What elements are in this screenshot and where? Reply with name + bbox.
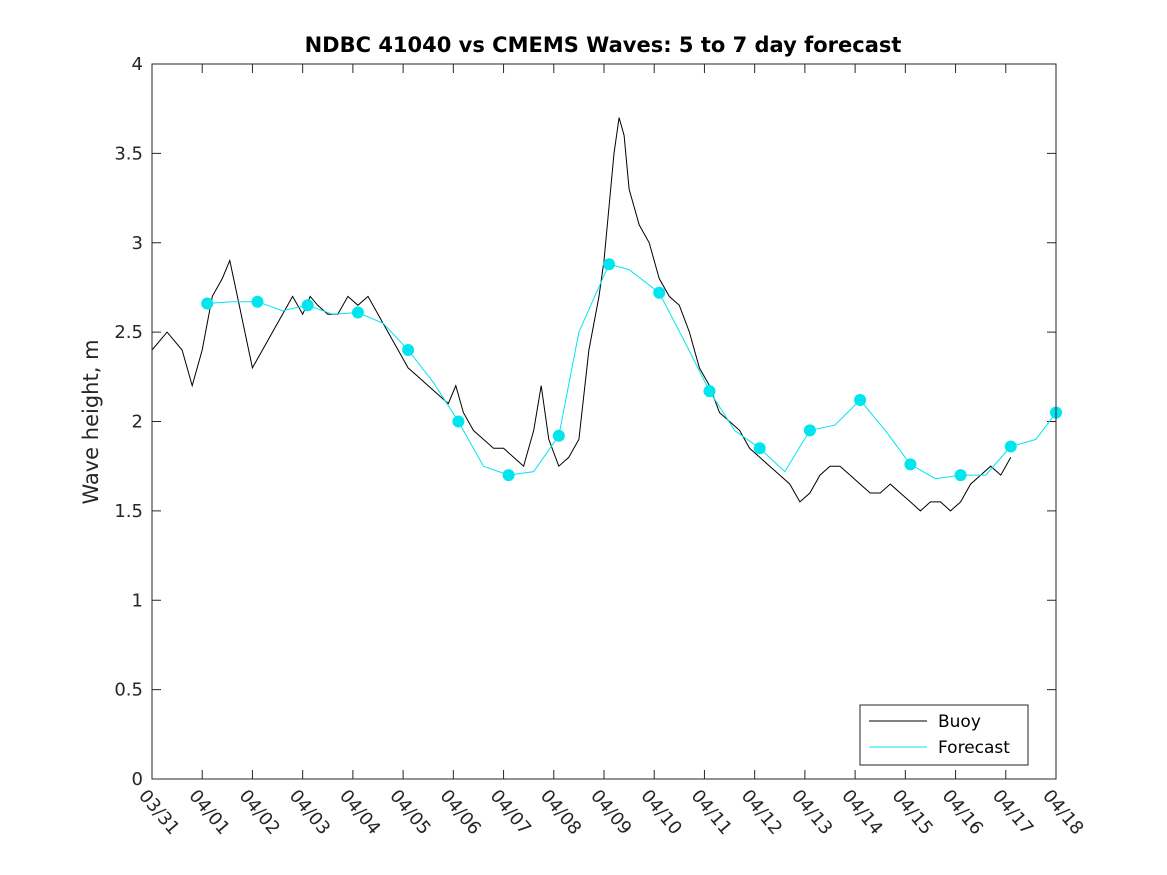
forecast-point xyxy=(753,442,766,455)
legend: Buoy Forecast xyxy=(859,704,1029,766)
forecast-point xyxy=(603,258,615,271)
legend-box xyxy=(859,704,1029,766)
y-tick-label: 1 xyxy=(132,590,143,611)
forecast-point xyxy=(1004,440,1017,453)
y-axis-ticks: 0 0.5 1 1.5 2 2.5 3 3.5 4 xyxy=(114,54,1056,790)
y-tick-label: 3 xyxy=(132,233,143,254)
forecast-point xyxy=(904,458,917,471)
series-layer xyxy=(151,117,1062,512)
forecast-point xyxy=(703,385,716,398)
forecast-point xyxy=(351,306,364,319)
forecast-point xyxy=(201,297,214,310)
chart-title: NDBC 41040 vs CMEMS Waves: 5 to 7 day fo… xyxy=(305,33,902,57)
forecast-point xyxy=(502,469,515,482)
forecast-point xyxy=(803,424,816,437)
buoy-series-line xyxy=(151,117,1012,512)
legend-buoy-label: Buoy xyxy=(938,712,981,732)
forecast-point xyxy=(552,429,565,442)
y-tick-label: 0.5 xyxy=(114,680,143,701)
y-tick-label: 2 xyxy=(132,412,143,433)
forecast-point xyxy=(301,299,314,312)
plot-frame xyxy=(151,63,1057,780)
y-tick-label: 3.5 xyxy=(114,143,143,164)
forecast-point xyxy=(251,295,264,308)
forecast-point xyxy=(653,286,666,299)
forecast-series-line xyxy=(207,263,1057,480)
forecast-point xyxy=(452,415,465,428)
legend-forecast-label: Forecast xyxy=(938,738,1010,758)
y-tick-label: 0 xyxy=(132,769,143,790)
forecast-point xyxy=(402,344,415,356)
y-tick-label: 4 xyxy=(132,54,143,75)
y-tick-label: 2.5 xyxy=(114,322,143,343)
forecast-point xyxy=(954,469,967,482)
y-axis-label: Wave height, m xyxy=(79,339,103,504)
forecast-point xyxy=(854,394,867,406)
y-tick-label: 1.5 xyxy=(114,501,143,522)
